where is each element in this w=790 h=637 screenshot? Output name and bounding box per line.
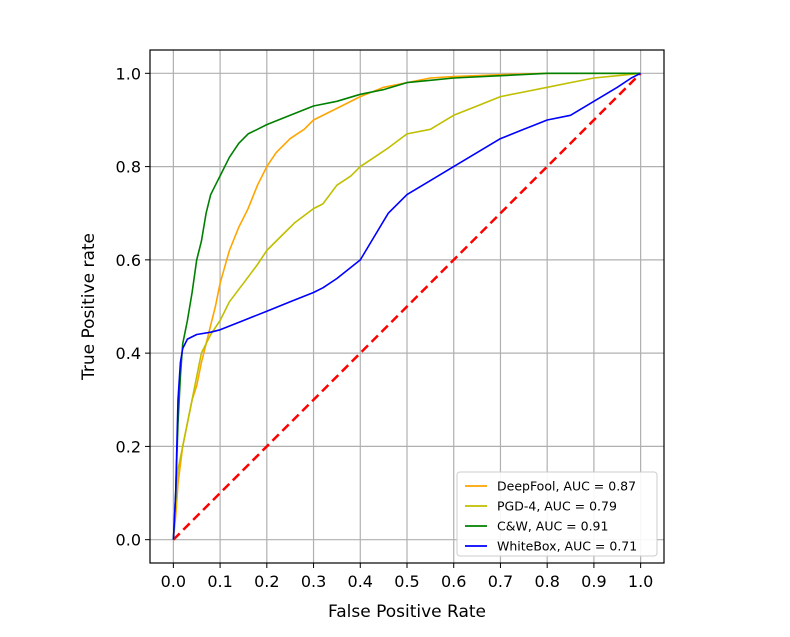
x-tick-label: 1.0 [628,572,653,591]
y-axis-label: True Positive rate [79,233,99,381]
legend-label: PGD-4, AUC = 0.79 [497,499,617,514]
x-tick-label: 0.3 [301,572,326,591]
legend: DeepFool, AUC = 0.87 PGD-4, AUC = 0.79 C&W… [456,471,658,557]
legend-box [456,471,658,557]
random-classifier-line [172,72,642,541]
legend-label: DeepFool, AUC = 0.87 [497,479,636,494]
roc-curve-pgd-4 [172,72,641,540]
y-tick-label: 0.4 [116,344,141,363]
x-tick-label: 0.9 [581,572,606,591]
x-tick-label: 0.4 [348,572,373,591]
x-tick-label: 0.5 [394,572,419,591]
x-tick-label: 0.7 [488,572,513,591]
roc-curve-c-w [172,72,641,540]
x-tick-label: 0.0 [161,572,186,591]
y-tick-label: 1.0 [116,64,141,83]
roc-curves [172,72,641,540]
legend-label: C&W, AUC = 0.91 [497,519,608,534]
y-tick-label: 0.0 [116,531,141,550]
axis-ticks: 0.0 0.1 0.2 0.3 0.4 0.5 0.6 0.7 0.8 0.9 1.0 0.0 0.2 0… [116,64,654,591]
x-tick-label: 0.2 [254,572,279,591]
x-tick-label: 0.6 [441,572,466,591]
legend-label: WhiteBox, AUC = 0.71 [497,539,637,554]
roc-curve-whitebox [172,72,641,540]
x-tick-label: 0.1 [207,572,232,591]
y-tick-label: 0.2 [116,437,141,456]
y-tick-label: 0.6 [116,251,141,270]
x-tick-label: 0.8 [534,572,559,591]
reference-diagonal [172,72,642,541]
y-tick-label: 0.8 [116,158,141,177]
x-axis-label: False Positive Rate [328,602,486,622]
